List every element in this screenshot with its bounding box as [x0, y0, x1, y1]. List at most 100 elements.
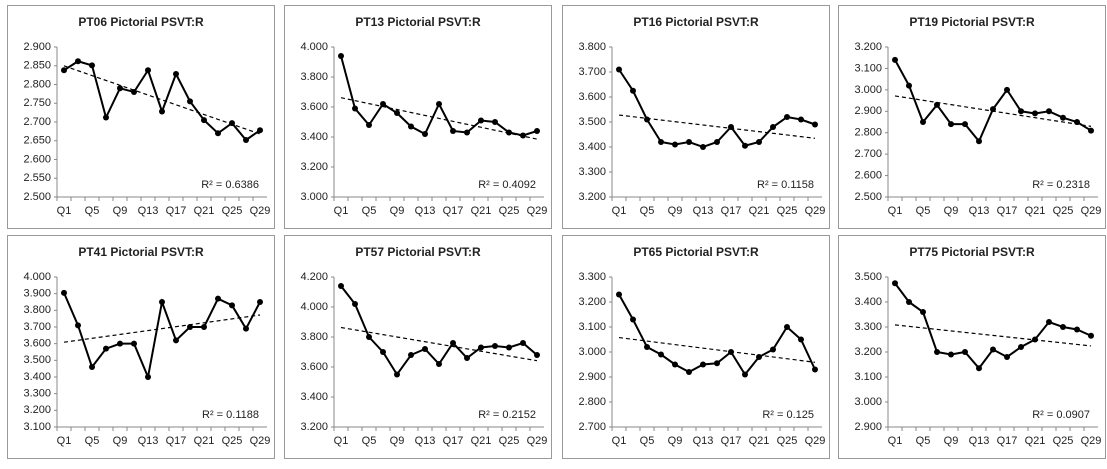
annotation: R² = 0.4092 [478, 179, 536, 191]
chart-panel: PT06 Pictorial PSVT:R 2.500 2.550 2.600 2.65… [7, 5, 275, 229]
data-point [770, 346, 776, 353]
data-point [492, 119, 498, 125]
x-tick-label: Q25 [222, 205, 243, 217]
data-point [229, 302, 235, 309]
x-tick-label: Q9 [668, 435, 683, 447]
y-tick-label: 3.600 [23, 338, 51, 350]
data-point [117, 85, 123, 92]
data-point [243, 325, 249, 332]
data-point [812, 366, 818, 373]
y-tick-label: 3.200 [854, 41, 882, 53]
y-tick-label: 3.100 [854, 62, 882, 74]
y-tick-label: 3.300 [23, 388, 51, 400]
data-point [1046, 108, 1052, 115]
trendline [63, 314, 261, 343]
y-tick-label: 2.700 [23, 116, 51, 128]
data-point [770, 124, 776, 130]
x-tick-label: Q17 [997, 435, 1018, 447]
data-point [756, 354, 762, 360]
data-point [1046, 319, 1052, 325]
data-point [728, 124, 734, 130]
data-point [1018, 344, 1024, 350]
data-point [394, 110, 400, 116]
x-tick-label: Q25 [1053, 435, 1074, 447]
x-tick-label: Q21 [194, 205, 215, 217]
y-tick-label: 3.600 [578, 91, 606, 103]
data-point [534, 352, 540, 358]
x-tick-label: Q13 [693, 435, 714, 447]
data-point [506, 129, 512, 136]
data-point [934, 101, 940, 108]
annotation: R² = 0.0907 [1032, 409, 1090, 421]
y-tick-label: 3.300 [578, 271, 606, 283]
x-tick-label: Q1 [612, 435, 627, 447]
y-tick-label: 2.800 [23, 78, 51, 90]
data-point [742, 371, 748, 378]
y-tick-label: 2.900 [578, 371, 606, 383]
data-point [257, 127, 263, 134]
y-tick-label: 3.800 [300, 71, 328, 83]
data-point [658, 139, 664, 145]
data-point [700, 144, 706, 150]
x-tick-label: Q17 [443, 435, 464, 447]
data-point [243, 137, 249, 143]
x-tick-label: Q5 [640, 435, 655, 447]
chart-panel: PT41 Pictorial PSVT:R 3.100 3.200 3.300 3.40… [7, 235, 275, 459]
x-tick-label: Q13 [693, 205, 714, 217]
y-tick-label: 3.500 [578, 116, 606, 128]
x-tick-label: Q5 [362, 435, 377, 447]
data-point [616, 291, 622, 298]
x-tick-label: Q25 [777, 435, 798, 447]
data-point [798, 116, 804, 123]
data-point [1060, 114, 1066, 121]
y-tick-label: 3.200 [23, 404, 51, 416]
data-point [229, 120, 235, 127]
y-tick-label: 3.500 [854, 271, 882, 283]
data-point [478, 117, 484, 124]
y-tick-label: 3.500 [23, 354, 51, 366]
y-tick-label: 4.000 [23, 271, 51, 283]
y-tick-label: 3.200 [300, 161, 328, 173]
y-tick-label: 4.000 [300, 301, 328, 313]
data-point [700, 361, 706, 368]
annotation: R² = 0.6386 [201, 179, 259, 191]
data-point [892, 280, 898, 287]
data-point [962, 349, 968, 355]
data-point [450, 128, 456, 134]
data-point [394, 371, 400, 378]
x-tick-label: Q17 [166, 435, 187, 447]
data-point [906, 82, 912, 89]
y-tick-label: 2.800 [854, 127, 882, 139]
data-point [506, 344, 512, 351]
y-tick-label: 2.550 [23, 172, 51, 184]
x-tick-label: Q25 [222, 435, 243, 447]
data-point [215, 295, 221, 302]
x-tick-label: Q9 [668, 205, 683, 217]
panel-border [838, 235, 1106, 459]
data-point [131, 340, 137, 347]
data-point [422, 131, 428, 137]
data-point [798, 336, 804, 343]
x-tick-label: Q21 [471, 435, 492, 447]
x-tick-label: Q29 [805, 435, 826, 447]
x-tick-label: Q5 [85, 205, 100, 217]
data-point [201, 324, 207, 330]
data-point [117, 340, 123, 347]
panel-border [284, 5, 552, 229]
y-tick-label: 3.800 [300, 331, 328, 343]
data-point [1032, 336, 1038, 343]
chart-title: PT19 Pictorial PSVT:R [909, 15, 1035, 29]
y-tick-label: 2.600 [23, 153, 51, 165]
chart-panel: PT16 Pictorial PSVT:R 3.200 3.300 3.400 3.50… [562, 5, 830, 229]
data-point [103, 345, 109, 352]
chart-panel: PT75 Pictorial PSVT:R 2.900 3.000 3.100 3.20… [838, 235, 1106, 459]
panel-border [7, 5, 275, 229]
y-tick-label: 3.200 [300, 421, 328, 433]
chart-title: PT06 Pictorial PSVT:R [78, 15, 204, 29]
data-point [686, 139, 692, 145]
y-tick-label: 4.200 [300, 271, 328, 283]
x-tick-label: Q25 [777, 205, 798, 217]
data-point [630, 87, 636, 94]
data-point [89, 364, 95, 370]
